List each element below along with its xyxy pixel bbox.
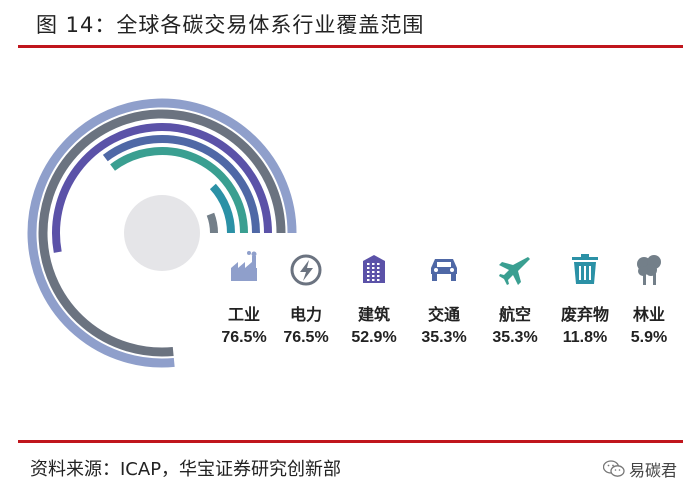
building-icon <box>363 255 385 283</box>
category-label: 电力 <box>290 305 322 324</box>
value-label: 35.3% <box>492 329 537 346</box>
arc-trash <box>209 183 235 234</box>
wechat-icon <box>602 460 625 477</box>
center-disc <box>124 195 200 271</box>
category-label: 废弃物 <box>561 305 609 324</box>
arc-building <box>52 123 272 253</box>
car-icon <box>431 259 457 281</box>
arc-tree <box>206 212 218 234</box>
category-label: 林业 <box>633 305 665 324</box>
value-label: 76.5% <box>283 329 328 346</box>
category-label: 建筑 <box>358 305 390 324</box>
source-note: 资料来源：ICAP，华宝证券研究创新部 <box>30 459 342 480</box>
arc-power <box>38 109 286 357</box>
top-divider <box>18 45 683 48</box>
category-label: 航空 <box>499 305 531 324</box>
arc-airplane <box>110 147 248 234</box>
tree-icon <box>637 255 661 285</box>
brand-label: 易碳君 <box>628 461 677 480</box>
trash-icon <box>572 254 598 284</box>
value-label: 11.8% <box>563 329 607 346</box>
value-label: 76.5% <box>221 329 266 346</box>
category-label: 工业 <box>228 305 260 324</box>
arc-car <box>102 135 260 234</box>
bottom-divider <box>18 440 683 443</box>
value-label: 35.3% <box>421 329 466 346</box>
page-title: 图 14：全球各碳交易体系行业覆盖范围 <box>36 13 425 37</box>
value-label: 5.9% <box>631 329 667 346</box>
brand-watermark: 易碳君 <box>602 457 677 481</box>
power-icon <box>290 254 322 286</box>
radial-bar-chart: 工业 76.5% 电力 76.5% 建筑 52.9% 交通 35.3% 航空 35.3% 废弃物 11… <box>27 98 667 368</box>
airplane-icon <box>499 257 530 285</box>
value-label: 52.9% <box>351 329 396 346</box>
arc-factory <box>27 98 297 368</box>
category-label: 交通 <box>428 305 460 324</box>
factory-icon <box>231 251 257 281</box>
